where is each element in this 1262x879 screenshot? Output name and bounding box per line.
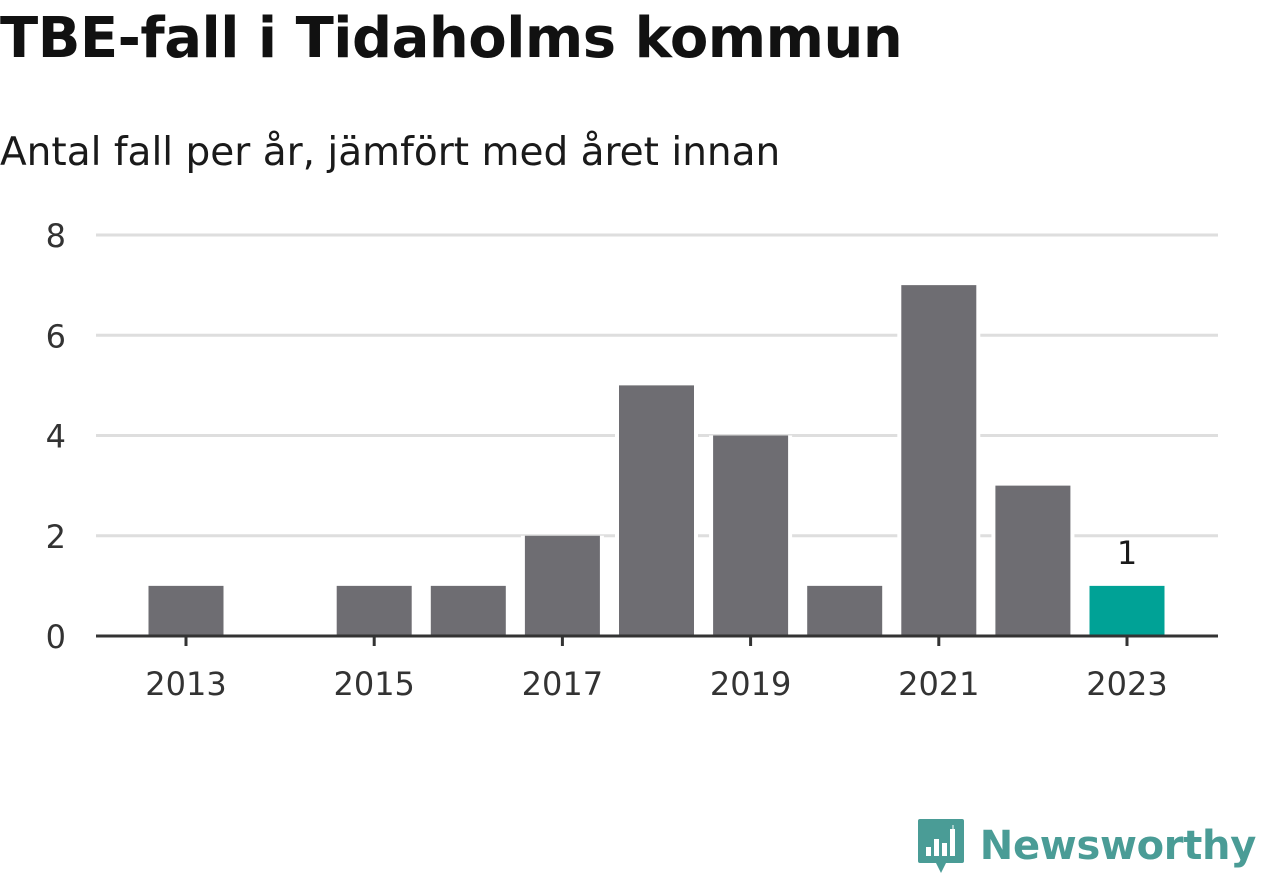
x-tick-label-2023: 2023 [1086,665,1167,703]
bar-2018 [619,385,694,636]
bar-2020 [807,585,883,636]
y-tick-label-2: 2 [46,518,66,556]
bar-2021 [901,285,977,636]
brand-name: Newsworthy [979,823,1257,869]
y-tick-label-4: 4 [46,418,66,456]
chart-title: TBE-fall i Tidaholms kommun [0,6,903,71]
x-tick-label-2019: 2019 [710,665,791,703]
y-tick-label-0: 0 [46,618,66,656]
bar-2023 [1089,585,1165,636]
x-tick-label-2017: 2017 [522,665,603,703]
bar-2022 [995,485,1071,636]
bar-2019 [713,435,789,636]
y-tick-label-6: 6 [46,317,66,355]
labels: 1 [1117,534,1137,572]
chart-subtitle: Antal fall per år, jämfört med året inna… [0,130,781,175]
data-label-2023: 1 [1117,534,1137,572]
x-tick-label-2021: 2021 [898,665,979,703]
y-tick-label-8: 8 [46,217,66,255]
bar-2017 [524,535,600,636]
bar-2016 [430,585,506,636]
bar-2015 [336,585,412,636]
x-tick-label-2015: 2015 [333,665,414,703]
x-tick-label-2013: 2013 [145,665,226,703]
bars [144,285,1169,636]
bar-2013 [148,585,224,636]
chart-badge-icon [917,819,964,873]
axes: 0 2 4 6 8 2013 2015 2017 2019 2021 2023 [46,217,1218,703]
newsworthy-logo: Newsworthy [916,817,1256,875]
